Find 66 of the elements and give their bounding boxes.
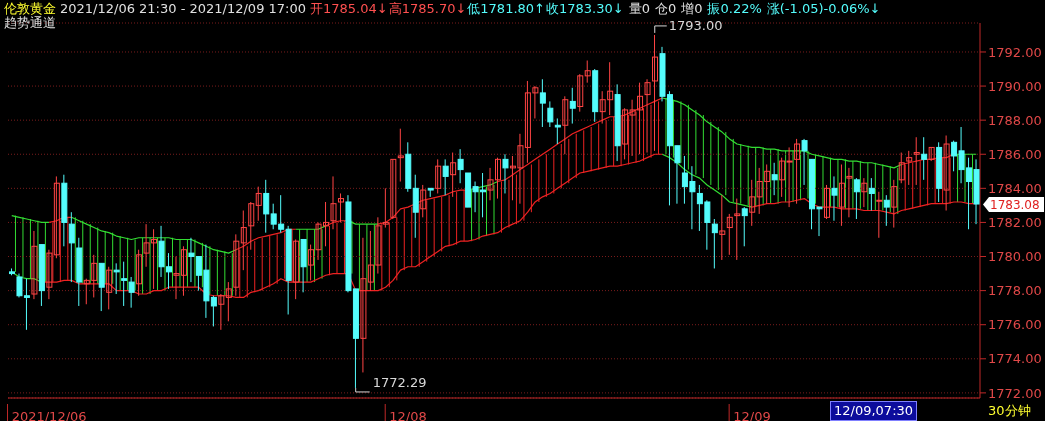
y-tick-label: 1788.00 (988, 112, 1042, 128)
text: 1783.08 (990, 197, 1040, 212)
candlestick (31, 230, 38, 300)
candlestick (106, 266, 113, 310)
annotation: 1793.00 (668, 18, 723, 34)
x-tick-label: 12/08 (389, 408, 427, 421)
x-tick-label: 12/09 (733, 408, 771, 421)
candlestick (293, 239, 300, 300)
y-tick-label: 1778.00 (988, 283, 1042, 299)
candlestick (906, 150, 913, 185)
candlestick (584, 60, 591, 83)
y-tick-label: 1790.00 (988, 78, 1042, 94)
candlestick (838, 164, 845, 226)
candlestick (337, 193, 344, 223)
candlestick (898, 152, 905, 184)
candlestick (450, 152, 457, 197)
annotation: 趋势通道 (4, 15, 56, 30)
candlestick (652, 34, 659, 151)
candlestick (726, 213, 733, 255)
text: 收1783.30↓ (545, 1, 624, 16)
candlestick (390, 158, 397, 220)
y-tick-label: 1776.00 (988, 317, 1042, 333)
candlestick (382, 188, 389, 228)
y-tick-label: 1786.00 (988, 146, 1042, 162)
candlestick (255, 186, 262, 221)
text: 涨(-1.05)-0.06%↓ (766, 1, 881, 16)
candlestick (913, 137, 920, 185)
text: 高1785.70↓ (388, 1, 467, 16)
candlestick (113, 263, 120, 295)
candlestick (397, 128, 404, 182)
text: 低1781.80↑ (467, 1, 545, 16)
chart-subtitle: 2021/12/06 21:30 - 2021/12/09 17:00 (60, 1, 307, 16)
candlestick (823, 184, 830, 220)
candlestick (734, 198, 741, 260)
chart-title: 伦敦黄金 (4, 1, 56, 16)
text: 12/09,07:30 (830, 401, 918, 421)
candlestick (420, 184, 427, 218)
candlestick (562, 96, 569, 155)
y-tick-label: 1792.00 (988, 44, 1042, 60)
candlestick (240, 210, 247, 271)
candlestick (861, 178, 868, 208)
annotation: 1772.29 (372, 375, 427, 391)
text: 30分钟 (988, 402, 1031, 420)
text: 增0 (681, 1, 703, 16)
y-tick-label: 1780.00 (988, 249, 1042, 265)
y-tick-label: 1782.00 (988, 215, 1042, 231)
y-tick-label: 1772.00 (988, 385, 1042, 401)
candlestick (876, 191, 883, 238)
x-tick-label: 2021/12/06 (11, 408, 87, 421)
candlestick (846, 167, 853, 218)
candlestick (577, 74, 584, 112)
text: 仓0 (654, 1, 677, 16)
text: 振0.22% (707, 1, 762, 16)
candlestick (719, 195, 726, 260)
candlestick (749, 179, 756, 226)
candlestick (330, 176, 337, 230)
candlestick (248, 201, 255, 250)
text: 开1785.04↓ (310, 1, 388, 16)
candlestick (136, 249, 143, 296)
candlestick (644, 79, 651, 153)
text: 量0 (628, 1, 650, 16)
candlestick (435, 159, 442, 194)
candlestick (121, 261, 128, 306)
y-tick-label: 1774.00 (988, 351, 1042, 367)
candlestick (891, 179, 898, 228)
y-tick-label: 1784.00 (988, 180, 1042, 196)
